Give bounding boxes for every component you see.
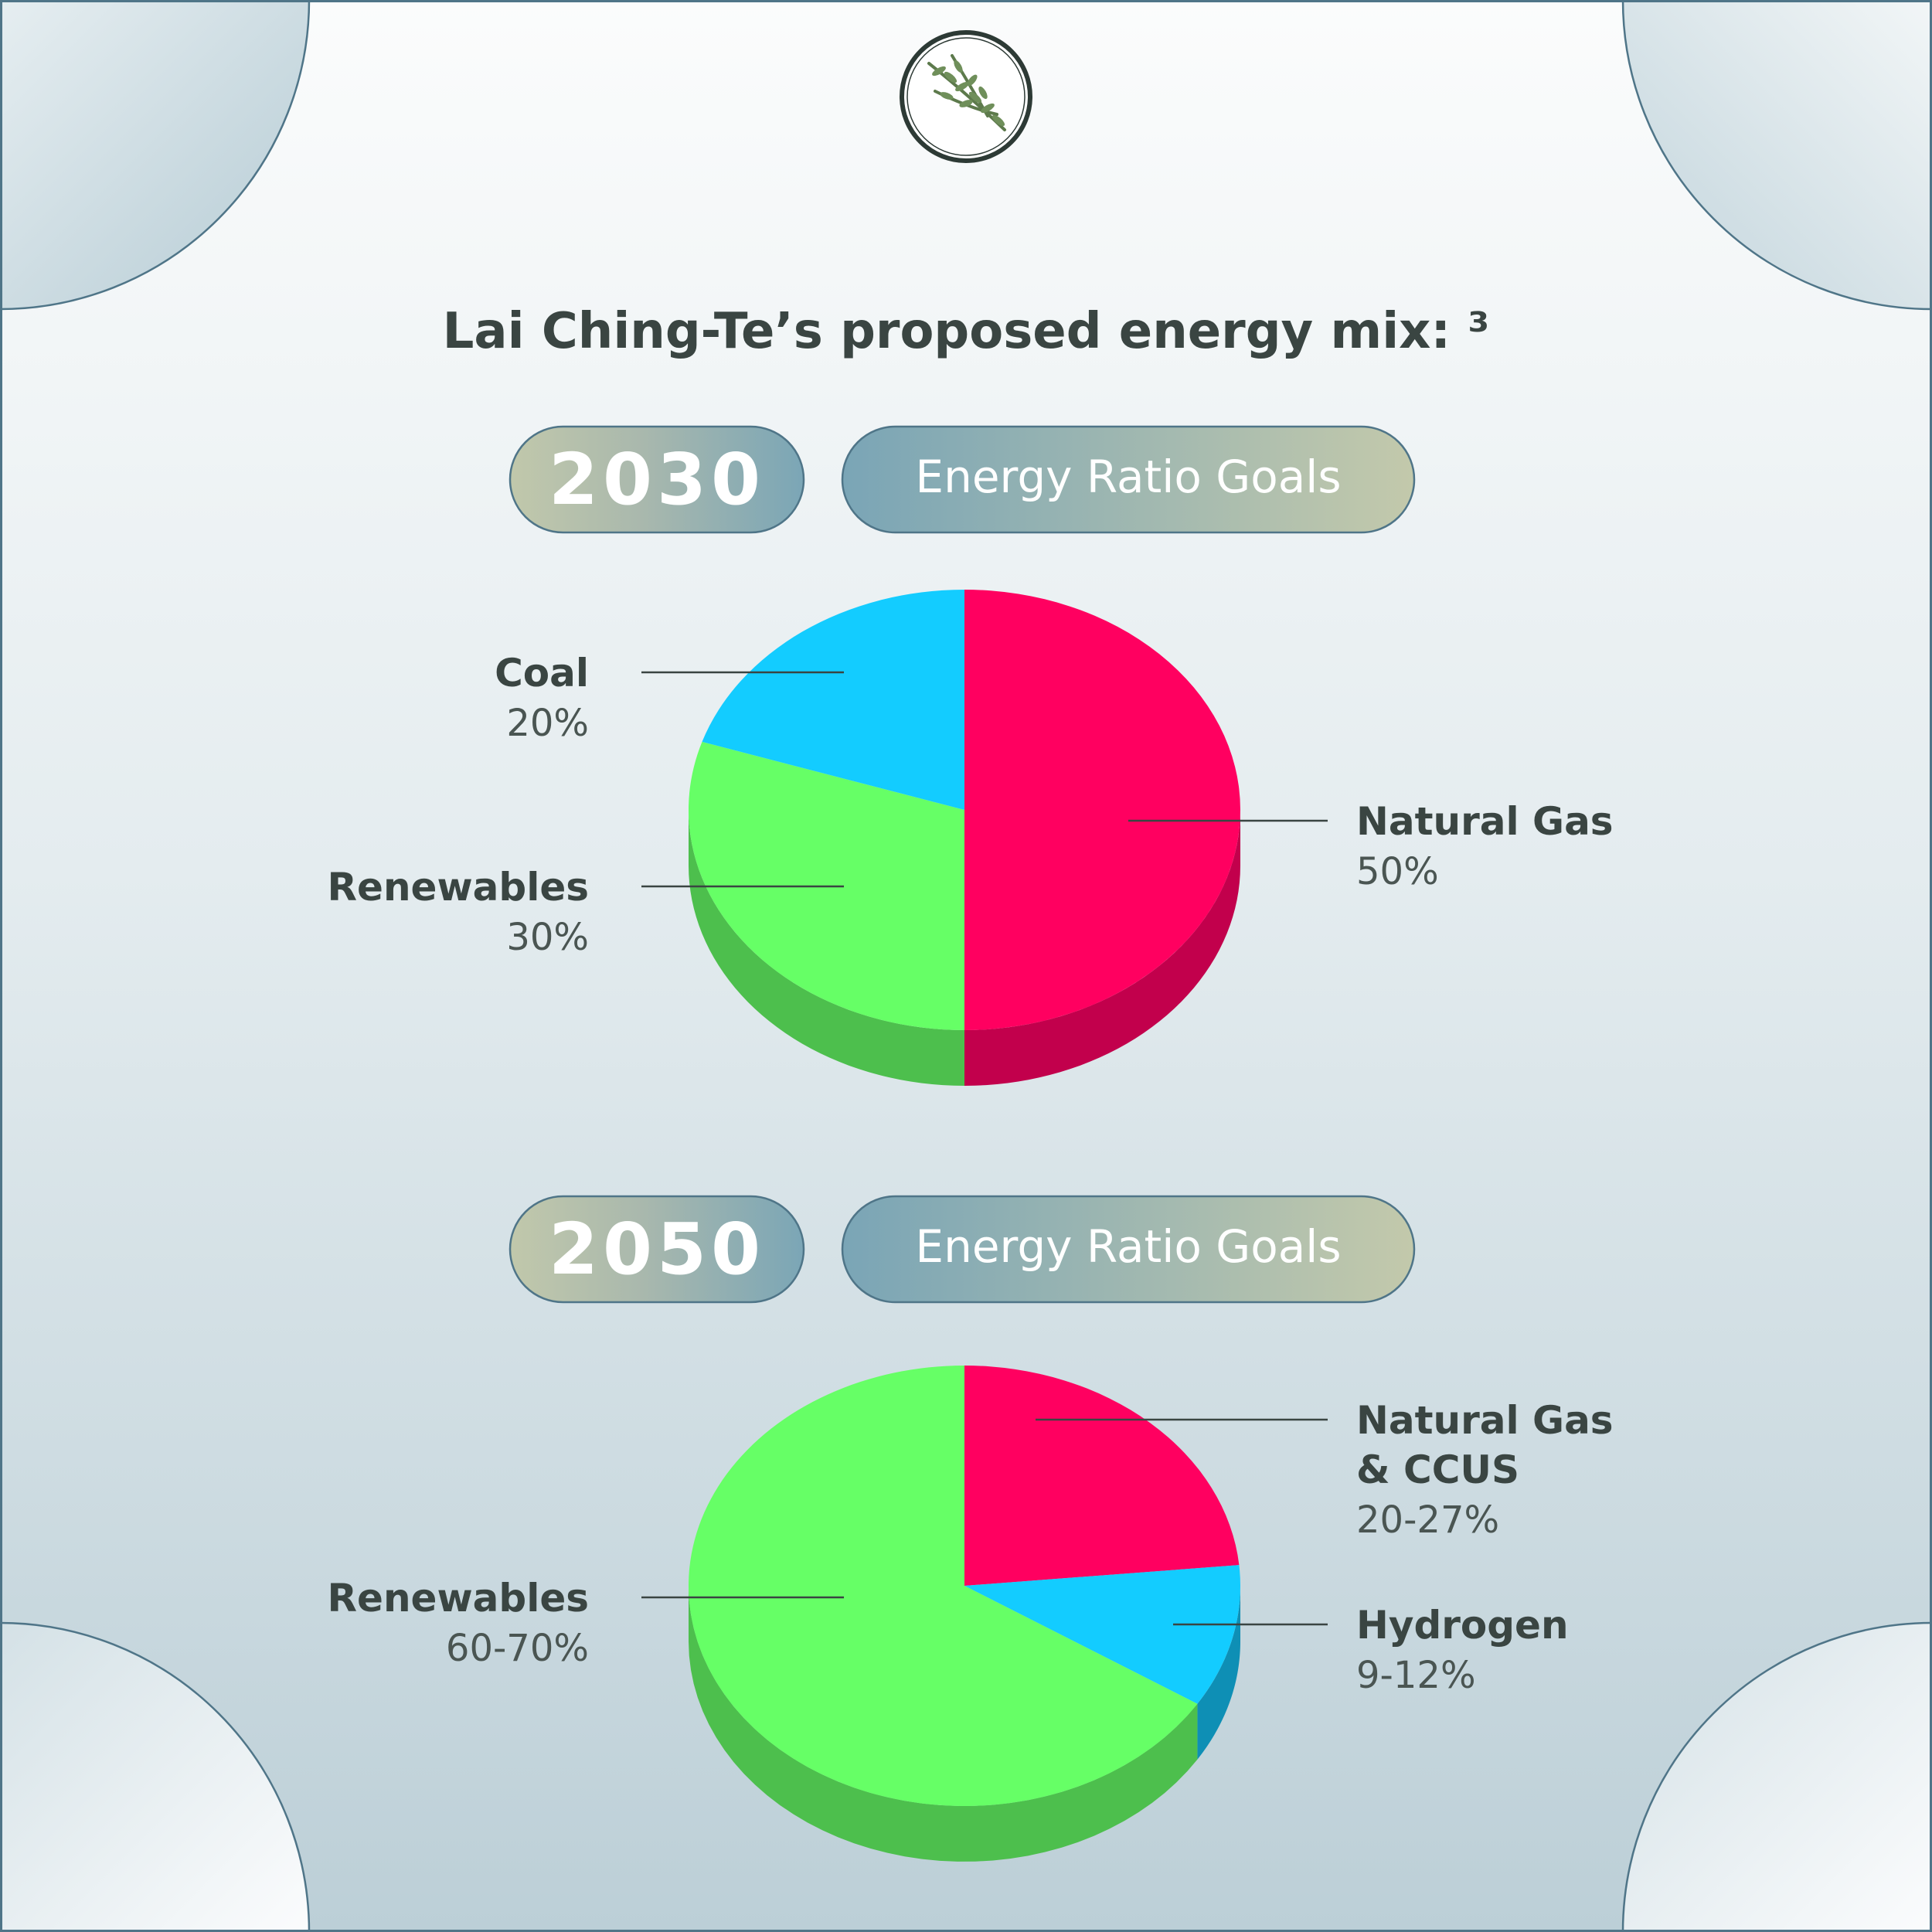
slice-label-renewables: Renewables — [328, 1576, 589, 1621]
pie-chart-2030: Natural Gas 50% Renewables 30% Coal 20% — [328, 590, 1614, 1086]
pie-slice-renewables — [689, 1366, 1198, 1806]
year-pill-2030 — [509, 425, 805, 534]
corner-decoration-top-right — [1623, 0, 1932, 309]
year-label-2030: 2030 — [549, 438, 765, 521]
pie-slice-coal — [702, 590, 964, 810]
corner-decoration-top-left — [0, 0, 309, 309]
corner-decoration-bottom-left — [0, 1623, 309, 1932]
slice-value-natural-gas: 50% — [1356, 850, 1439, 893]
badge-2030: 2030 Energy Ratio Goals — [509, 425, 1416, 534]
slice-value-renewables: 30% — [506, 916, 589, 959]
corner-decoration-bottom-right — [1623, 1623, 1932, 1932]
slice-label-natural-gas-and-ccus: & CCUS — [1356, 1447, 1519, 1492]
year-pill-2050 — [509, 1195, 805, 1304]
slice-value-natural-gas-and-ccus: 20-27% — [1356, 1498, 1499, 1542]
pie-side-renewables — [689, 810, 964, 1086]
pie-chart-2050: Natural Gas& CCUS 20-27% Hydrogen 9-12% Rene… — [328, 1366, 1614, 1862]
badge-2050: 2050 Energy Ratio Goals — [509, 1195, 1416, 1304]
pie-slice-natural-gas — [964, 590, 1240, 1030]
slice-label-natural-gas: Natural Gas — [1356, 799, 1614, 844]
goal-label-2030: Energy Ratio Goals — [915, 451, 1341, 503]
pie-side-hydrogen — [1197, 1586, 1240, 1760]
goal-pill-2050 — [841, 1195, 1416, 1304]
slice-label-natural-gas-and-ccus: Natural Gas — [1356, 1398, 1614, 1443]
goal-pill-2030 — [841, 425, 1416, 534]
page-title: Lai Ching-Te’s proposed energy mix: ³ — [443, 303, 1490, 360]
slice-value-coal: 20% — [506, 702, 589, 745]
slice-label-renewables: Renewables — [328, 865, 589, 910]
pie-slice-natural-gas-and-ccus — [964, 1366, 1240, 1586]
pie-side-natural-gas — [964, 810, 1240, 1086]
slice-label-hydrogen: Hydrogen — [1356, 1603, 1569, 1648]
slice-value-hydrogen: 9-12% — [1356, 1654, 1476, 1697]
goal-label-2050: Energy Ratio Goals — [915, 1220, 1341, 1273]
sprig-logo-icon — [900, 30, 1032, 163]
pie-slice-hydrogen — [964, 1565, 1240, 1704]
slice-label-coal: Coal — [495, 651, 589, 696]
slice-value-renewables: 60-70% — [446, 1627, 589, 1670]
pie-side-renewables — [689, 1586, 1198, 1862]
year-label-2050: 2050 — [549, 1208, 765, 1291]
